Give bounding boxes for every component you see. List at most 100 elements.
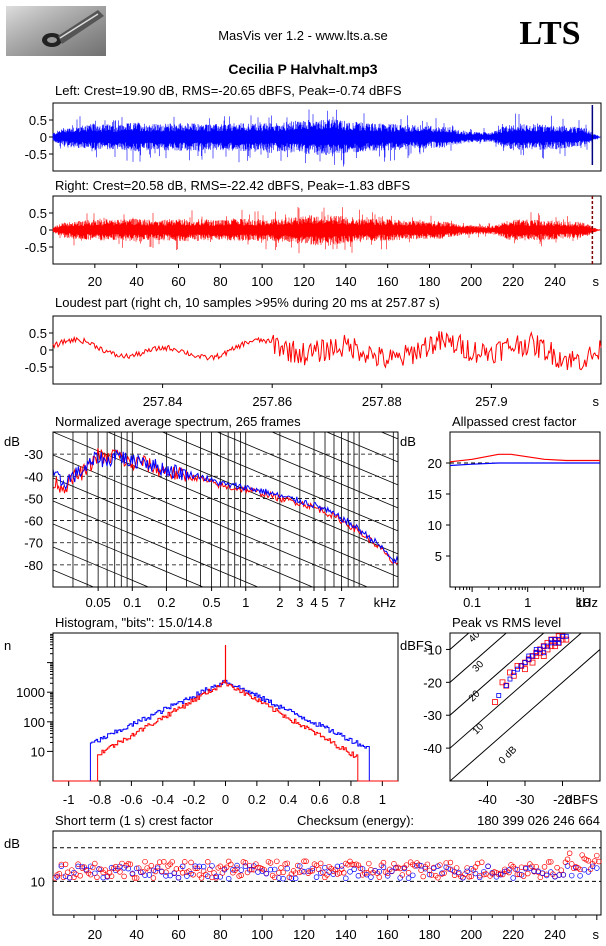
spectrum-ytick-label: -40 (24, 469, 43, 484)
short-crest-point-red (75, 861, 81, 867)
short-crest-point-blue (276, 875, 282, 881)
peak-rms-point-red (537, 649, 543, 656)
short-crest-xtick-label: 140 (335, 927, 357, 942)
short-crest-point-red (108, 873, 115, 879)
spectrum-ytick-label: -60 (24, 514, 43, 529)
short-crest-point-blue (242, 863, 249, 869)
short-crest-point-red (357, 865, 364, 872)
peak-rms-point-blue (518, 663, 524, 669)
histogram-xtick-label: -0.2 (183, 792, 205, 807)
short-crest-point-blue (280, 875, 286, 882)
plot-loudest: Loudest part (right ch, 10 samples >95% … (25, 295, 602, 409)
short-crest-point-red (242, 859, 249, 866)
spectrum-xtick-label: 0.1 (123, 595, 141, 610)
allpassed-xtick-label: 0.1 (463, 595, 481, 610)
peak-rms-point-red (503, 682, 510, 689)
loudest-ytick-label: -0.5 (25, 360, 47, 375)
short-crest-point-red (119, 860, 125, 867)
allpassed-xtick-label: 10 (576, 595, 590, 610)
short-crest-point-blue (271, 866, 278, 873)
short-crest-point-red (182, 859, 188, 865)
short-crest-point-red (133, 875, 140, 881)
allpassed-ytick-label: 15 (428, 487, 442, 502)
short-crest-point-blue (125, 865, 132, 872)
short-crest-point-red (228, 861, 234, 868)
peak-rms-crest-line (450, 633, 545, 716)
short-crest-point-blue (355, 872, 362, 879)
allpassed-series-0 (449, 453, 600, 463)
short-crest-point-blue (284, 865, 291, 872)
short-crest-point-red (568, 861, 575, 867)
short-crest-point-blue (167, 872, 173, 879)
short-crest-point-red (299, 868, 305, 874)
short-crest-point-blue (79, 863, 86, 870)
peak-rms-point-red (544, 646, 551, 653)
short-crest-point-red (506, 869, 512, 876)
short-crest-point-blue (497, 871, 504, 878)
short-crest-point-red (512, 866, 518, 872)
file-name: Cecilia P Halvhalt.mp3 (228, 61, 377, 77)
plot-spectrum: Normalized average spectrum, 265 frames d… (4, 414, 399, 610)
short-crest-point-blue (267, 866, 274, 873)
short-crest-point-red (403, 862, 410, 868)
header: MasVis ver 1.2 - www.lts.a.se LTS Cecili… (6, 6, 581, 77)
peak-rms-point-red (552, 639, 558, 646)
spectrum-xtick-label: 0.05 (85, 595, 110, 610)
spectrum-ytick-label: -70 (24, 536, 43, 551)
peak-rms-point-blue (548, 637, 554, 642)
short-crest-point-blue (133, 865, 140, 872)
histogram-xtick-label: 0.8 (342, 792, 360, 807)
peak-rms-point-blue (515, 666, 520, 672)
short-crest-point-red (309, 868, 316, 874)
short-crest-point-blue (363, 871, 370, 878)
peak-rms-crest-label: 10 (471, 721, 487, 737)
short-crest-point-red (554, 864, 560, 871)
short-crest-point-red (424, 861, 431, 868)
short-crest-point-blue (338, 863, 345, 869)
short-crest-point-red (284, 860, 291, 867)
short-crest-point-red (173, 866, 180, 872)
spectrum-xtick-label: 4 (310, 595, 317, 610)
peak-rms-ytick-label: -20 (423, 675, 442, 690)
right-xtick-label: 40 (129, 274, 143, 289)
short-crest-point-blue (246, 866, 253, 873)
short-crest-title: Short term (1 s) crest factor (55, 813, 214, 828)
peak-rms-point-red (507, 669, 513, 676)
peak-rms-xtick-label: -30 (516, 792, 535, 807)
peak-rms-ytick-label: -10 (423, 642, 442, 657)
right-title: Right: Crest=20.58 dB, RMS=-22.42 dBFS, … (55, 178, 410, 193)
short-crest-point-red (366, 860, 372, 867)
short-crest-point-blue (568, 872, 575, 879)
short-crest-xtick-label: 180 (419, 927, 441, 942)
spectrum-grid (53, 432, 398, 587)
spectrum-ytick-label: -30 (24, 447, 43, 462)
loudest-title: Loudest part (right ch, 10 samples >95% … (55, 295, 440, 310)
short-crest-point-blue (234, 862, 240, 869)
loudest-xtick-label: 257.86 (252, 394, 292, 409)
short-crest-point-red (594, 852, 600, 859)
short-crest-point-red (58, 861, 65, 868)
spectrum-xtick-label: 5 (321, 595, 328, 610)
allpassed-frame (449, 431, 601, 588)
peak-rms-crest-label: 20 (467, 688, 483, 704)
short-crest-point-red (117, 869, 123, 875)
short-crest-point-red (479, 859, 485, 866)
peak-rms-point-red (559, 633, 566, 640)
short-crest-point-red (64, 869, 71, 876)
short-crest-point-red (466, 873, 472, 880)
spectrum-xtick-label: 3 (296, 595, 303, 610)
short-crest-point-red (217, 863, 224, 870)
histogram-ytick-label: 1000 (16, 685, 45, 700)
short-crest-point-red (169, 859, 175, 865)
peak-rms-point-red (555, 633, 562, 640)
short-crest-point-blue (564, 863, 571, 869)
short-crest-point-blue (96, 866, 102, 872)
peak-rms-ytick-label: -30 (423, 708, 442, 723)
short-crest-point-blue (405, 875, 412, 881)
short-crest-point-red (468, 873, 475, 880)
short-crest-point-blue (476, 874, 483, 881)
short-crest-point-blue (510, 875, 516, 881)
peak-rms-crest-line (450, 648, 600, 781)
short-crest-xtick-label: 40 (129, 927, 143, 942)
peak-rms-point-blue (507, 676, 513, 682)
